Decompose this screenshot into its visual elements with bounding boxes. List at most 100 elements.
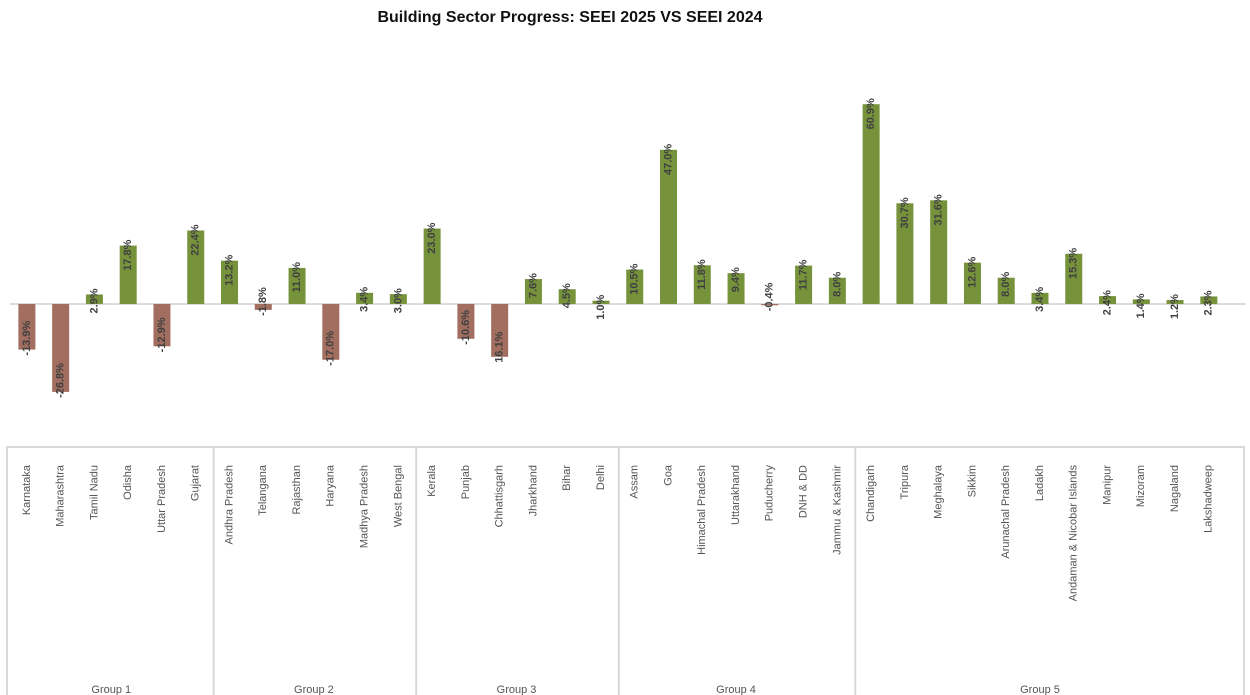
chart-title: Building Sector Progress: SEEI 2025 VS S… [377, 9, 762, 26]
group-label: Group 1 [91, 684, 131, 695]
bar [288, 267, 306, 304]
bar [389, 294, 407, 304]
x-tick-label: Delhi [595, 465, 607, 490]
group-label: Group 2 [294, 684, 334, 695]
value-label: 12.6% [966, 256, 978, 287]
x-tick-label: Kerala [426, 464, 438, 497]
x-tick-label: Sikkim [966, 465, 978, 497]
x-tick-label: Haryana [325, 464, 337, 506]
bar [221, 260, 239, 304]
x-tick-label: Chandigarh [865, 465, 877, 522]
x-tick-label: Uttar Pradesh [156, 465, 168, 533]
x-tick-label: Himachal Pradesh [696, 465, 708, 555]
bar [1132, 299, 1150, 304]
bar [761, 303, 779, 306]
value-label: 1.2% [1169, 294, 1181, 319]
x-tick-label: Tripura [899, 464, 911, 499]
x-tick-label: Jharkhand [527, 465, 539, 516]
value-label: 9.4% [730, 267, 742, 292]
bar [558, 289, 576, 304]
bar [423, 228, 441, 304]
value-label: 4.5% [561, 283, 573, 308]
bar [1099, 296, 1117, 304]
value-label: 16.1% [494, 331, 506, 362]
bar [693, 265, 711, 304]
x-tick-label: Lakshadweep [1203, 465, 1215, 533]
bar [322, 303, 340, 360]
value-label: 3.4% [358, 287, 370, 312]
value-label: 60.9% [865, 98, 877, 129]
x-tick-label: DNH & DD [798, 465, 810, 518]
bar [356, 292, 374, 304]
bar [963, 262, 981, 304]
x-tick-label: Assam [629, 465, 641, 499]
x-tick-label: Madhya Pradesh [358, 465, 370, 548]
bar [491, 303, 509, 357]
bar [187, 230, 205, 304]
x-tick-label: Nagaland [1169, 465, 1181, 512]
value-label: -10.6% [460, 310, 472, 345]
bar [254, 303, 272, 310]
value-label: 13.2% [223, 254, 235, 285]
bar [85, 294, 103, 304]
value-label: -0.4% [764, 282, 776, 311]
x-tick-label: Meghalaya [933, 464, 945, 519]
value-label: 8.0% [831, 272, 843, 297]
value-label: 1.0% [595, 294, 607, 319]
x-tick-label: Andhra Pradesh [223, 465, 235, 545]
bar [626, 269, 644, 304]
bar [1200, 296, 1218, 304]
value-label: 47.0% [662, 144, 674, 175]
value-label: 11.0% [291, 262, 303, 293]
x-tick-label: Manipur [1101, 465, 1113, 505]
x-tick-label: Goa [662, 464, 674, 486]
value-label: 3.4% [1034, 287, 1046, 312]
bar [660, 149, 678, 304]
bar [457, 303, 475, 339]
bar [862, 104, 880, 304]
x-tick-label: Maharashtra [55, 464, 67, 527]
value-label: -12.9% [156, 317, 168, 352]
value-label: 11.7% [798, 259, 810, 290]
x-tick-label: Gujarat [190, 465, 202, 501]
value-label: 15.3% [1068, 248, 1080, 279]
x-tick-label: Arunachal Pradesh [1000, 465, 1012, 559]
bar [52, 303, 70, 392]
x-tick-label: Odisha [122, 464, 134, 500]
x-tick-label: Karnataka [21, 464, 33, 515]
x-tick-label: Ladakh [1034, 465, 1046, 501]
value-label: 31.6% [933, 194, 945, 225]
bar [1166, 300, 1184, 304]
value-label: -26.8% [55, 363, 67, 398]
bar [153, 303, 171, 347]
value-label: -17.0% [325, 331, 337, 366]
value-label: 2.3% [1203, 290, 1215, 315]
x-tick-label: Rajasthan [291, 465, 303, 515]
x-tick-label: Jammu & Kashmir [831, 465, 843, 555]
x-tick-label: Tamil Nadu [88, 465, 100, 520]
x-tick-label: Andaman & Nicobar Islands [1068, 465, 1080, 602]
group-label: Group 4 [716, 684, 756, 695]
value-label: 1.4% [1135, 293, 1147, 318]
bar [1031, 292, 1049, 304]
value-label: 3.0% [392, 288, 404, 313]
value-label: -1.8% [257, 287, 269, 316]
x-tick-label: Puducherry [764, 465, 776, 522]
bar [119, 245, 137, 304]
bar [1065, 253, 1083, 304]
x-tick-label: Mizoram [1135, 465, 1147, 507]
x-tick-label: Telangana [257, 464, 269, 516]
group-label: Group 5 [1020, 684, 1060, 695]
value-label: 2.4% [1101, 290, 1113, 315]
value-label: 2.9% [88, 288, 100, 313]
value-label: 10.5% [629, 263, 641, 294]
bar [592, 300, 610, 304]
value-label: 7.6% [527, 273, 539, 298]
value-label: 17.8% [122, 239, 134, 270]
bar [727, 273, 745, 304]
value-label: 8.0% [1000, 272, 1012, 297]
bar [997, 277, 1015, 304]
group-label: Group 3 [497, 684, 537, 695]
bar [930, 200, 948, 304]
